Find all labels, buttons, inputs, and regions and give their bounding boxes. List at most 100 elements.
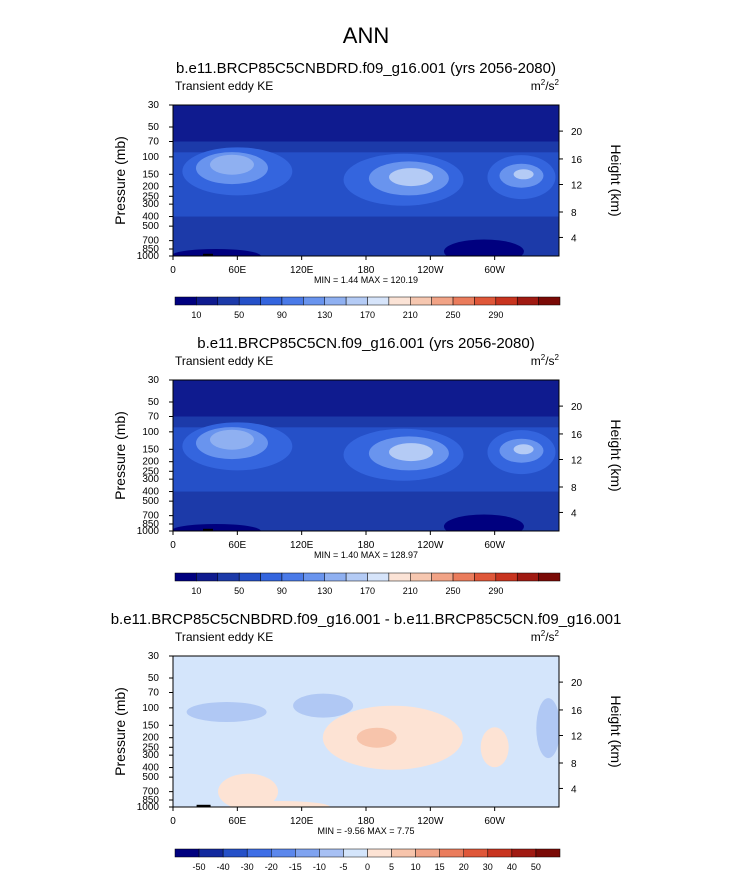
colorbar-swatch [174,848,200,858]
stats-text: MIN = 1.44 MAX = 120.19 [314,275,418,285]
colorbar-swatch [271,848,296,858]
colorbar-label: 10 [411,862,421,872]
colorbar-swatch [260,296,283,306]
colorbar-label: -20 [265,862,278,872]
colorbar-swatch [198,848,224,858]
colorbar-swatch [391,848,416,858]
contour-fields [173,380,559,531]
pressure-tick-label: 150 [142,169,159,180]
lon-tick-label: 0 [170,265,176,276]
height-tick-label: 4 [571,233,577,244]
contour-fields [173,656,559,807]
colorbar-swatch [388,296,411,306]
pressure-tick-label: 300 [142,199,159,210]
colorbar-swatch [174,572,197,582]
surface-low [173,249,261,256]
y-axis-title-right: Height (km) [608,144,624,216]
pressure-tick-label: 250 [142,742,159,753]
height-tick-label: 8 [571,759,577,770]
height-tick-label: 16 [571,706,583,717]
colorbar-swatch [516,296,539,306]
height-tick-label: 16 [571,430,583,441]
stats-text: MIN = -9.56 MAX = 7.75 [317,826,414,836]
height-tick-label: 20 [571,678,583,689]
pos-anomaly-sfc [230,801,331,807]
panel-units: m2/s2 [531,353,560,368]
pressure-tick-label: 700 [142,511,159,522]
colorbar-swatch [324,572,347,582]
pressure-tick-label: 500 [142,221,159,232]
colorbar-swatch [495,572,518,582]
colorbar-swatch [439,848,464,858]
pressure-tick-label: 30 [148,651,160,662]
colorbar: -50 -40 -30 -20 -15 -10 -5 0 5 10 15 20 30 40 50 [174,848,561,872]
pressure-tick-label: 200 [142,733,159,744]
panel-title: b.e11.BRCP85C5CNBDRD.f09_g16.001 - b.e11… [111,611,622,628]
pressure-tick-label: 200 [142,182,159,193]
colorbar-label: 130 [317,310,332,320]
pressure-tick-label: 850 [142,519,159,530]
panel-units: m2/s2 [531,629,560,644]
colorbar-swatch [217,572,240,582]
colorbar-label: 90 [277,310,287,320]
pressure-tick-label: 300 [142,474,159,485]
pressure-tick-label: 50 [148,397,160,408]
colorbar-swatch [196,296,219,306]
panel-left-label: Transient eddy KE [175,79,273,93]
colorbar-label: 290 [488,310,503,320]
colorbar-swatch [463,848,489,858]
lon-tick-label: 0 [170,816,176,827]
colorbar-swatch [343,848,368,858]
colorbar-label: 170 [360,310,375,320]
colorbar-swatch [367,572,390,582]
jet-core-pac-peak [389,443,434,462]
y-axis-title: Pressure (mb) [112,687,128,776]
colorbar-swatch [196,572,219,582]
lon-tick-label: 120E [290,816,314,827]
colorbar-label: 170 [360,586,375,596]
y-axis-title: Pressure (mb) [112,136,128,225]
y-axis-title: Pressure (mb) [112,411,128,500]
colorbar: 10 50 90 130 170 210 250 290 [174,572,561,596]
lon-tick-label: 60E [228,816,246,827]
colorbar-swatch [516,572,539,582]
panel-title: b.e11.BRCP85C5CN.f09_g16.001 (yrs 2056-2… [197,335,534,352]
colorbar-swatch [431,572,454,582]
lon-tick-label: 180 [358,816,375,827]
pressure-tick-label: 850 [142,244,159,255]
colorbar-swatch [345,572,368,582]
colorbar-label: -40 [217,862,230,872]
height-tick-label: 12 [571,180,583,191]
pressure-tick-label: 70 [148,411,160,422]
surface-low [173,524,261,531]
colorbar-swatch [452,572,475,582]
colorbar-swatch [324,296,347,306]
colorbar-label: -30 [241,862,254,872]
pressure-tick-label: 30 [148,375,160,386]
pressure-tick-label: 100 [142,703,159,714]
colorbar-swatch [367,848,392,858]
colorbar-label: -5 [339,862,347,872]
neg-anomaly-mid [293,693,354,718]
lon-tick-label: 120E [290,540,314,551]
colorbar-swatch [410,296,432,306]
lon-tick-label: 180 [358,265,375,276]
stats-text: MIN = 1.40 MAX = 128.97 [314,550,418,560]
colorbar-swatch [474,572,497,582]
pressure-tick-label: 1000 [137,251,160,262]
colorbar-label: 10 [191,586,201,596]
jet-core-pac-peak [389,168,434,187]
colorbar-label: 5 [389,862,394,872]
colorbar-swatch [281,572,304,582]
pressure-tick-label: 70 [148,136,160,147]
panel-left-label: Transient eddy KE [175,630,273,644]
colorbar-label: 50 [234,586,244,596]
pressure-tick-label: 100 [142,152,159,163]
height-tick-label: 20 [571,127,583,138]
panel-2: b.e11.BRCP85C5CN.f09_g16.001 (yrs 2056-2… [112,335,624,596]
colorbar-swatch [222,848,248,858]
height-tick-label: 12 [571,455,583,466]
panel-left-label: Transient eddy KE [175,354,273,368]
pressure-tick-label: 150 [142,444,159,455]
colorbar-label: 290 [488,586,503,596]
